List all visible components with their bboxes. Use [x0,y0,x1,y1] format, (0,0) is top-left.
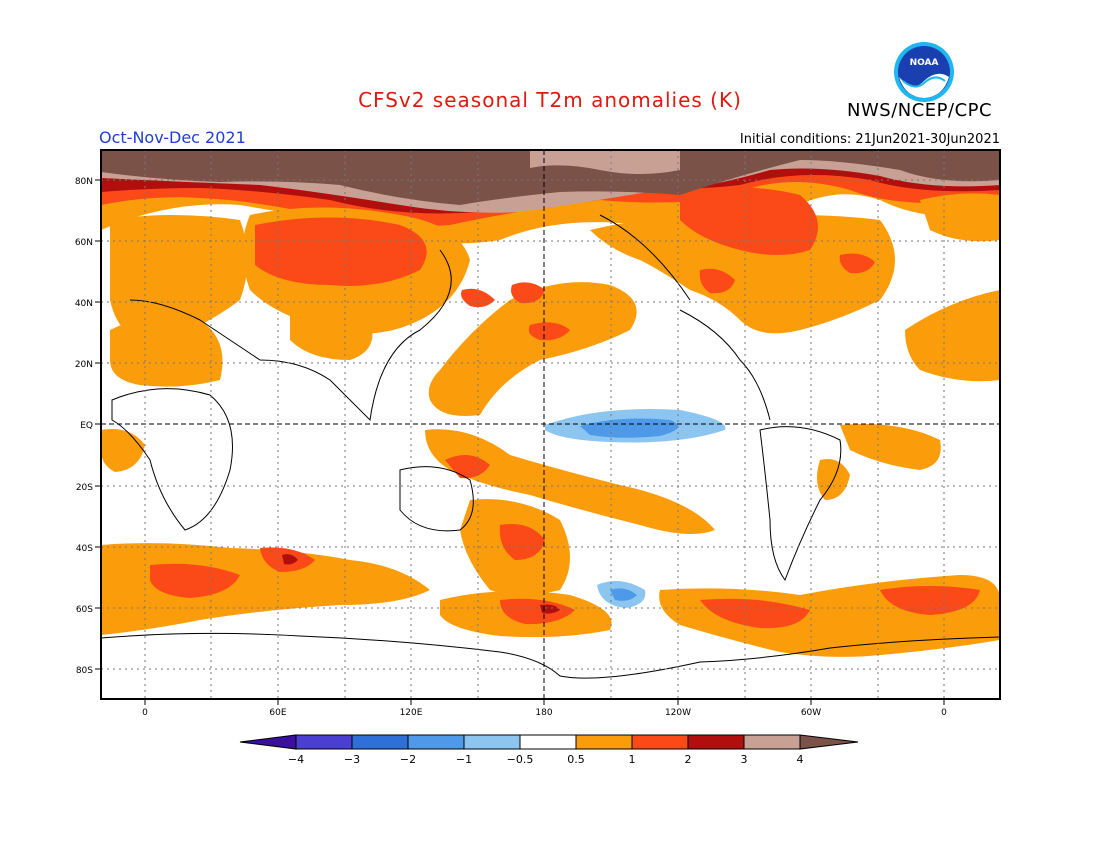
colorbar-segment [519,734,577,750]
y-tick-label: 60N [75,238,93,248]
x-tick-label: 0 [941,708,947,718]
colorbar-segment [407,734,465,750]
initial-conditions-label: Initial conditions: 21Jun2021-30Jun2021 [739,132,1000,147]
y-tick-label: EQ [80,421,93,431]
y-tick-label: 40N [75,299,93,309]
y-tick-label: 20S [76,483,93,493]
y-tick-label: 80S [76,666,93,676]
colorbar-label: 3 [741,753,748,766]
colorbar-segment [687,734,745,750]
y-tick-label: 60S [76,605,93,615]
colorbar-labels: −4 −3 −2 −1 −0.5 0.5 1 2 3 4 [288,753,804,766]
colorbar-segment [463,734,521,750]
colorbar-label: 4 [797,753,804,766]
colorbar-label: −1 [456,753,472,766]
y-tick-label: 80N [75,177,93,187]
colorbar-segment [575,734,633,750]
y-tick-label: 40S [76,544,93,554]
colorbar-label: −2 [400,753,416,766]
colorbar-label: −4 [288,753,304,766]
x-tick-label: 120E [400,708,423,718]
colorbar-segment [351,734,409,750]
graticule [101,150,1000,699]
colorbar-segment [631,734,689,750]
noaa-logo: NOAA [894,42,954,102]
y-tick-label: 20N [75,360,93,370]
colorbar-label: 1 [629,753,636,766]
agency-label: NWS/NCEP/CPC [847,100,993,121]
colorbar-segment [239,734,297,750]
axis-ticks [95,179,945,705]
colorbar-segment [743,734,801,750]
colorbar-label: −3 [344,753,360,766]
map-field [101,150,1000,699]
x-tick-labels: 0 60E 120E 180 120W 60W 0 [142,708,947,718]
x-tick-label: 0 [142,708,148,718]
y-tick-labels: 80N 60N 40N 20N EQ 20S 40S 60S 80S [75,177,93,676]
x-tick-label: 60E [269,708,286,718]
colorbar-label: 2 [685,753,692,766]
colorbar-segment [295,734,353,750]
x-tick-label: 180 [535,708,552,718]
colorbar-segment [799,734,859,750]
map-title: CFSv2 seasonal T2m anomalies (K) [358,88,742,112]
colorbar-label: −0.5 [507,753,534,766]
period-label: Oct-Nov-Dec 2021 [99,128,246,147]
colorbar-label: 0.5 [567,753,585,766]
noaa-logo-text: NOAA [910,58,939,68]
x-tick-label: 120W [665,708,691,718]
x-tick-label: 60W [801,708,821,718]
